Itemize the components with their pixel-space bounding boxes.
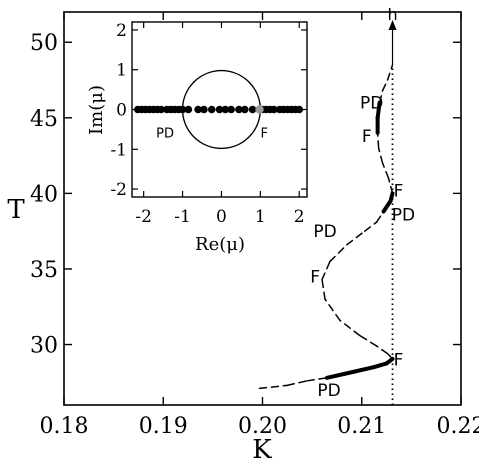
eigenvalue-point xyxy=(157,105,165,114)
main-x-tick-label: 0.21 xyxy=(337,414,386,439)
main-annotation: F xyxy=(362,127,372,147)
inset-x-tick-label: -1 xyxy=(174,207,191,227)
main-y-tick-label: 30 xyxy=(30,334,58,359)
main-annotation: F xyxy=(310,268,320,288)
eigenvalue-point xyxy=(270,105,278,114)
eigenvalue-point xyxy=(248,105,257,114)
eigenvalue-point xyxy=(200,105,208,114)
inset-y-tick-label: 0 xyxy=(116,101,127,121)
main-annotation: F xyxy=(394,181,404,201)
eigenvalue-point xyxy=(184,105,193,114)
bifurcation-branch xyxy=(258,64,395,390)
unstable-branch-segment xyxy=(381,162,390,180)
main-y-tick-label: 45 xyxy=(30,107,58,132)
main-x-tick-label: 0.20 xyxy=(238,414,287,439)
unstable-branch-segment xyxy=(386,64,394,81)
reference-arrow-head xyxy=(388,20,397,30)
unstable-branch-segment xyxy=(258,384,289,390)
main-x-axis-label: K xyxy=(252,435,272,465)
eigenvalue-point xyxy=(295,105,304,114)
inset-annotations: PD F xyxy=(156,126,268,141)
main-x-tick-label: 0.18 xyxy=(40,414,89,439)
eigenvalue-point xyxy=(227,105,235,114)
inset-y-tick-label: 1 xyxy=(116,61,127,81)
stable-branch-segment xyxy=(388,191,395,203)
inset-annotation: PD xyxy=(156,126,174,141)
stable-branch-segment xyxy=(371,361,389,370)
main-annotation: PD xyxy=(317,381,340,401)
unstable-branch-segment xyxy=(376,132,380,149)
main-y-tick-label: 35 xyxy=(30,258,58,283)
inset-x-tick-label: 1 xyxy=(255,207,266,227)
inset-x-tick-label: -2 xyxy=(135,207,152,227)
main-x-tick-label: 0.19 xyxy=(139,414,188,439)
main-tick-labels: 0.18 0.19 0.20 0.21 0.22 30 35 40 45 50 xyxy=(30,31,479,439)
eigenvalue-point xyxy=(240,105,249,114)
main-chart: 0.18 0.19 0.20 0.21 0.22 30 35 40 45 50 h PD F F PD F… xyxy=(7,5,479,465)
eigenvalue-point xyxy=(207,105,216,114)
unstable-branch-segment xyxy=(386,352,394,360)
main-annotation: PD xyxy=(360,94,383,114)
unstable-branch-segment xyxy=(306,377,328,382)
eigenvalue-point xyxy=(235,105,243,114)
inset-x-axis-label: Re(μ) xyxy=(195,234,245,255)
stable-branch-segment xyxy=(384,356,395,366)
inset-y-tick-label: 2 xyxy=(116,21,127,41)
main-annotation: PD xyxy=(313,222,336,242)
inset-y-tick-label: -2 xyxy=(110,180,127,200)
inset-tick-labels: -2 -1 0 1 2 -2 -1 0 1 2 xyxy=(110,21,304,227)
inset-y-axis-label: Im(μ) xyxy=(86,85,107,135)
unstable-branch-segment xyxy=(324,298,341,322)
inset-ticks xyxy=(132,22,307,197)
unstable-branch-segment xyxy=(387,177,394,195)
reference-arrow-label: h xyxy=(387,5,397,24)
unstable-branch-segment xyxy=(378,89,384,104)
main-ticks xyxy=(63,12,462,405)
inset-eigenvalue-points xyxy=(134,105,304,114)
unstable-branch-segment xyxy=(346,230,366,246)
stable-branch-segment xyxy=(325,369,356,380)
main-annotation: F xyxy=(394,351,404,371)
floquet-multiplier-point xyxy=(255,105,264,114)
inset-x-tick-label: 2 xyxy=(294,207,305,227)
main-annotations: PD F F PD F PD PD F xyxy=(310,94,415,401)
unstable-branch-segment xyxy=(375,345,389,355)
eigenvalue-point xyxy=(178,105,187,114)
eigenvalue-point xyxy=(221,105,230,114)
eigenvalue-point xyxy=(215,105,224,114)
main-y-axis-label: T xyxy=(7,195,25,225)
inset-y-tick-label: -1 xyxy=(110,140,127,160)
unstable-branch-segment xyxy=(359,334,378,347)
stable-branch-segment xyxy=(381,198,393,214)
inset-annotation: F xyxy=(260,126,267,141)
main-y-tick-label: 40 xyxy=(30,182,58,207)
main-x-tick-label: 0.22 xyxy=(437,414,479,439)
unstable-branch-segment xyxy=(286,380,308,387)
main-annotation: PD xyxy=(392,206,415,226)
main-y-tick-label: 50 xyxy=(30,31,58,56)
unstable-branch-segment xyxy=(339,319,361,337)
unstable-branch-segment xyxy=(381,79,389,92)
stable-branch-segment xyxy=(351,365,376,374)
unstable-branch-segment xyxy=(321,278,326,300)
unstable-branch-segment xyxy=(377,147,384,164)
unstable-branch-segment xyxy=(329,244,348,263)
stable-branch-segment xyxy=(375,100,382,120)
unstable-branch-segment xyxy=(375,210,385,223)
unstable-branch-segment xyxy=(321,260,331,281)
eigenvalue-point xyxy=(194,105,202,114)
inset-x-tick-label: 0 xyxy=(216,207,227,227)
inset-chart: -2 -1 0 1 2 -2 -1 0 1 2 PD F Re(μ) Im(μ) xyxy=(86,21,308,255)
unstable-branch-segment xyxy=(363,221,378,232)
